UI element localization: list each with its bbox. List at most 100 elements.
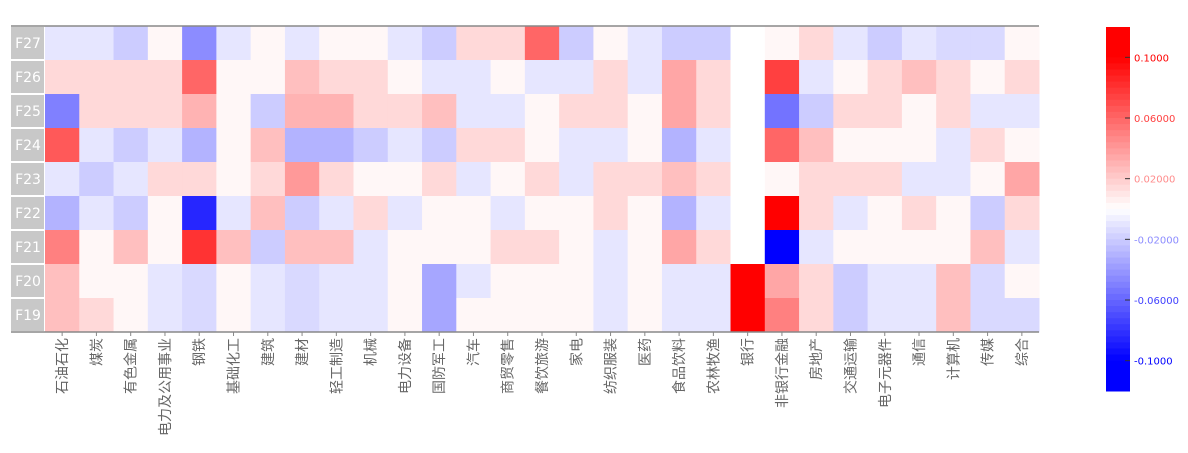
heatmap-cell: [901, 230, 937, 265]
heatmap-cell: [113, 94, 149, 129]
heatmap-cell: [250, 230, 286, 265]
heatmap-cell: [970, 230, 1006, 265]
heatmap-cell: [456, 298, 492, 333]
heatmap-cell: [182, 230, 217, 265]
column-label: 传媒: [981, 338, 997, 366]
row-label-bg: [11, 163, 44, 195]
heatmap-cell: [559, 298, 594, 333]
heatmap-cell: [490, 94, 526, 129]
heatmap-cell: [79, 230, 115, 265]
heatmap-cell: [284, 94, 320, 129]
heatmap-cell: [490, 230, 526, 265]
heatmap-cell: [936, 196, 971, 231]
heatmap-cell: [661, 94, 697, 129]
colorbar-segment: [1106, 142, 1130, 149]
heatmap-cell: [867, 162, 903, 197]
colorbar-segment: [1106, 196, 1130, 204]
colorbar-segment: [1106, 281, 1130, 289]
heatmap-cell: [387, 230, 423, 265]
heatmap-cell: [833, 60, 869, 95]
heatmap-cell: [936, 230, 971, 265]
heatmap-cell: [524, 298, 560, 333]
heatmap-cell: [799, 94, 834, 129]
colorbar-segment: [1106, 87, 1130, 95]
heatmap-cell: [353, 26, 389, 61]
heatmap-cell: [284, 196, 320, 231]
heatmap-cell: [559, 128, 594, 163]
row-label-bg: [11, 129, 44, 161]
heatmap-cell: [524, 128, 560, 163]
heatmap-cell: [79, 60, 115, 95]
colorbar-segment: [1106, 360, 1130, 368]
heatmap-cell: [559, 162, 594, 197]
heatmap-cell: [936, 26, 971, 61]
heatmap-cell: [490, 264, 526, 299]
heatmap-cell: [79, 94, 115, 129]
heatmap-cell: [936, 128, 971, 163]
row-label: F24: [15, 138, 41, 154]
heatmap-cell: [627, 26, 663, 61]
colorbar: 0.1000 0.06000 0.02000 -0.02000 -0.06000 -0.1…: [1106, 27, 1179, 392]
colorbar-segment: [1106, 190, 1130, 198]
heatmap-cell: [45, 230, 80, 265]
heatmap-cell: [182, 196, 217, 231]
colorbar-tick-label: 0.02000: [1134, 175, 1175, 186]
heatmap-cell: [764, 94, 800, 129]
colorbar-segment: [1106, 111, 1130, 119]
column-label: 有色金属: [123, 338, 140, 394]
heatmap-cell: [147, 60, 183, 95]
heatmap-cell: [319, 26, 354, 61]
heatmap-cell: [182, 128, 217, 163]
heatmap-cell: [867, 26, 903, 61]
heatmap-cell: [456, 264, 492, 299]
colorbar-tick-label: 0.1000: [1134, 53, 1169, 64]
column-label: 电力及公用事业: [158, 338, 174, 436]
colorbar-segment: [1106, 348, 1130, 356]
heatmap-cell: [764, 230, 800, 265]
heatmap-cell: [387, 128, 423, 163]
colorbar-segment: [1106, 251, 1130, 259]
heatmap-cell: [936, 162, 971, 197]
column-label: 交通运输: [842, 338, 859, 394]
heatmap-cell: [696, 298, 732, 333]
heatmap-cell: [353, 94, 389, 129]
heatmap-cell: [593, 298, 629, 333]
heatmap-cell: [182, 264, 217, 299]
heatmap-cell: [284, 128, 320, 163]
colorbar-segment: [1106, 27, 1130, 34]
heatmap-cell: [867, 60, 903, 95]
heatmap-cell: [456, 230, 492, 265]
row-label-bg: [11, 61, 44, 93]
heatmap-cell: [147, 162, 183, 197]
heatmap-cell: [627, 196, 663, 231]
heatmap-cell: [284, 60, 320, 95]
colorbar-segment: [1106, 239, 1130, 246]
heatmap-cell: [250, 298, 286, 333]
heatmap-cell: [661, 26, 697, 61]
heatmap-cell: [593, 94, 629, 129]
heatmap-cell: [970, 162, 1006, 197]
heatmap-cell: [284, 162, 320, 197]
row-label-bg: [11, 231, 44, 263]
heatmap-cell: [1004, 26, 1040, 61]
heatmap-cell: [1004, 230, 1040, 265]
heatmap-cell: [182, 298, 217, 333]
colorbar-segment: [1106, 233, 1130, 240]
colorbar-segment: [1106, 105, 1130, 113]
colorbar-segment: [1106, 148, 1130, 155]
heatmap-cell: [833, 162, 869, 197]
heatmap-cell: [833, 196, 869, 231]
column-label: 通信: [912, 338, 928, 366]
heatmap-cell: [696, 264, 732, 299]
heatmap-cell: [353, 128, 389, 163]
heatmap-cell: [799, 298, 834, 333]
row-label: F19: [15, 308, 41, 324]
colorbar-segment: [1106, 257, 1130, 265]
row-label: F27: [15, 36, 41, 52]
colorbar-segment: [1106, 172, 1130, 180]
heatmap-cell: [661, 196, 697, 231]
column-label: 煤炭: [89, 338, 105, 366]
colorbar-segment: [1106, 39, 1130, 46]
heatmap-cell: [113, 162, 149, 197]
heatmap-cell: [113, 264, 149, 299]
